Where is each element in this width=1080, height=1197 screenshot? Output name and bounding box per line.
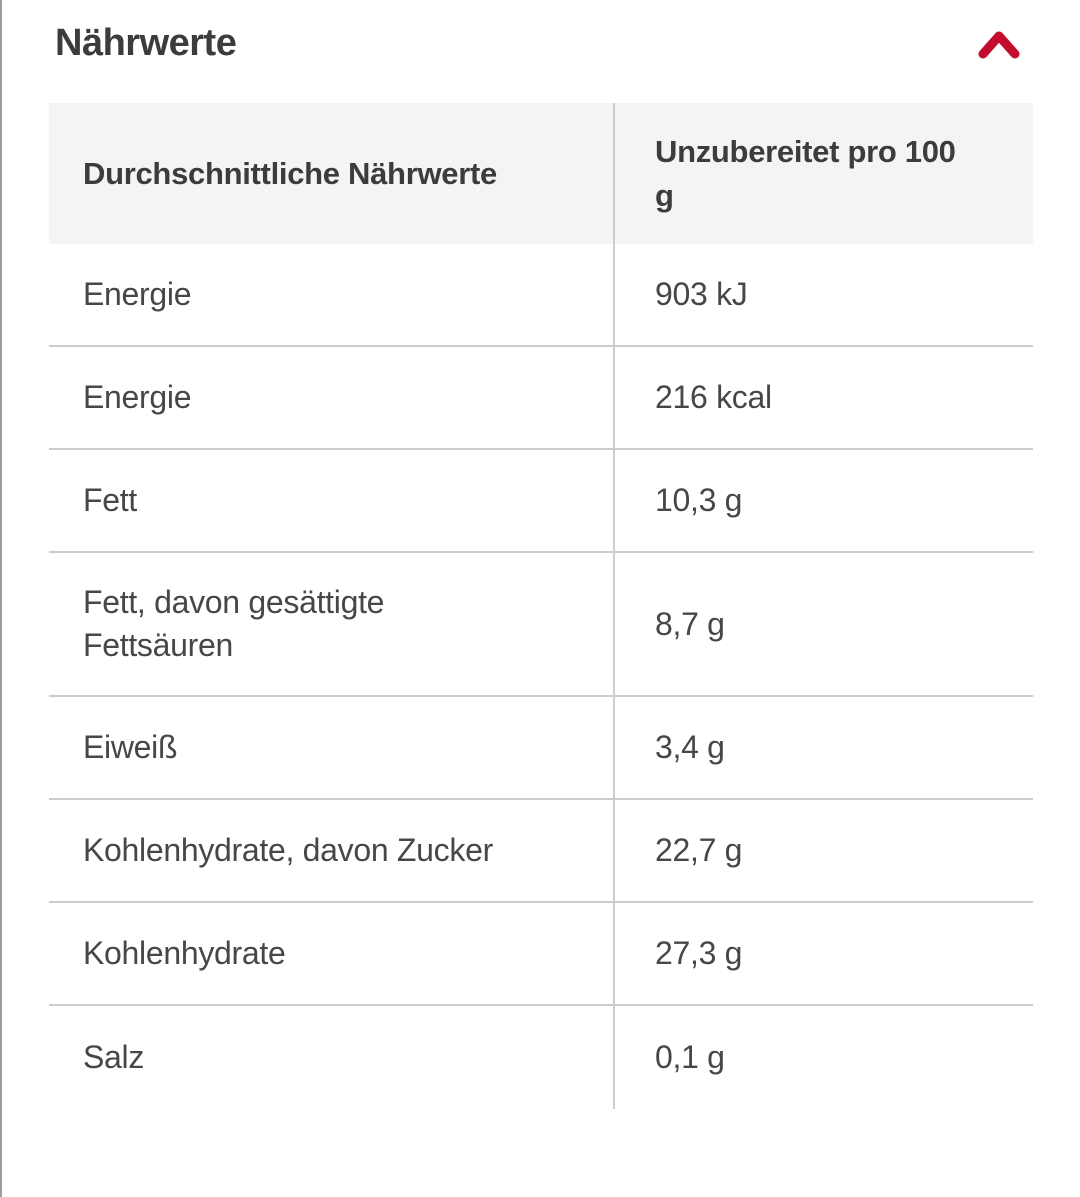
row-label-cell: Energie [49,347,613,448]
table-header-label-col: Durchschnittliche Nährwerte [49,103,613,244]
row-value-cell: 903 kJ [613,244,1033,345]
nutrient-value: 22,7 g [655,832,743,868]
column-header-per-100g: Unzubereitet pro 100 g [655,133,956,213]
nutrient-label: Energie [83,379,192,415]
nutrient-value: 10,3 g [655,482,743,518]
page-left-border [0,0,2,1197]
nutrient-label: Fett [83,482,137,518]
row-value-cell: 216 kcal [613,347,1033,448]
row-value-cell: 0,1 g [613,1006,1033,1109]
nutrient-value: 8,7 g [655,605,725,642]
nutrient-label: Energie [83,276,192,312]
row-value-cell: 10,3 g [613,450,1033,551]
nutrient-label: Fett, davon gesättigte Fettsäuren [83,584,385,663]
column-header-nutrients: Durchschnittliche Nährwerte [83,155,497,191]
nutrient-value: 0,1 g [655,1039,725,1075]
row-label-cell: Energie [49,244,613,345]
chevron-up-icon[interactable] [976,27,1022,61]
nutrient-label: Kohlenhydrate [83,935,286,971]
table-row: Fett 10,3 g [49,450,1033,553]
nutrient-value: 3,4 g [655,729,725,765]
row-value-cell: 22,7 g [613,800,1033,901]
row-label-cell: Fett [49,450,613,551]
nutrient-value: 903 kJ [655,276,748,312]
table-row: Energie 216 kcal [49,347,1033,450]
section-title: Nährwerte [55,22,237,64]
table-header-value-col: Unzubereitet pro 100 g [613,103,1033,244]
row-value-cell: 27,3 g [613,903,1033,1004]
table-row: Salz 0,1 g [49,1006,1033,1109]
table-row: Fett, davon gesättigte Fettsäuren 8,7 g [49,553,1033,697]
nutrient-label: Salz [83,1039,145,1075]
nutrition-table: Durchschnittliche Nährwerte Unzubereitet… [49,103,1033,1109]
table-row: Kohlenhydrate 27,3 g [49,903,1033,1006]
table-row: Kohlenhydrate, davon Zucker 22,7 g [49,800,1033,903]
row-value-cell: 3,4 g [613,697,1033,798]
table-row: Energie 903 kJ [49,244,1033,347]
nutrition-accordion-header[interactable]: Nährwerte [0,0,1080,65]
nutrient-label: Kohlenhydrate, davon Zucker [83,832,493,868]
row-label-cell: Eiweiß [49,697,613,798]
row-value-cell: 8,7 g [613,553,1033,695]
row-label-cell: Kohlenhydrate, davon Zucker [49,800,613,901]
nutrient-value: 27,3 g [655,935,743,971]
table-header-row: Durchschnittliche Nährwerte Unzubereitet… [49,103,1033,244]
table-row: Eiweiß 3,4 g [49,697,1033,800]
row-label-cell: Salz [49,1006,613,1109]
nutrient-label: Eiweiß [83,729,178,765]
nutrient-value: 216 kcal [655,379,772,415]
row-label-cell: Fett, davon gesättigte Fettsäuren [49,553,613,695]
row-label-cell: Kohlenhydrate [49,903,613,1004]
table-body: Energie 903 kJ Energie 216 kcal Fett [49,244,1033,1109]
